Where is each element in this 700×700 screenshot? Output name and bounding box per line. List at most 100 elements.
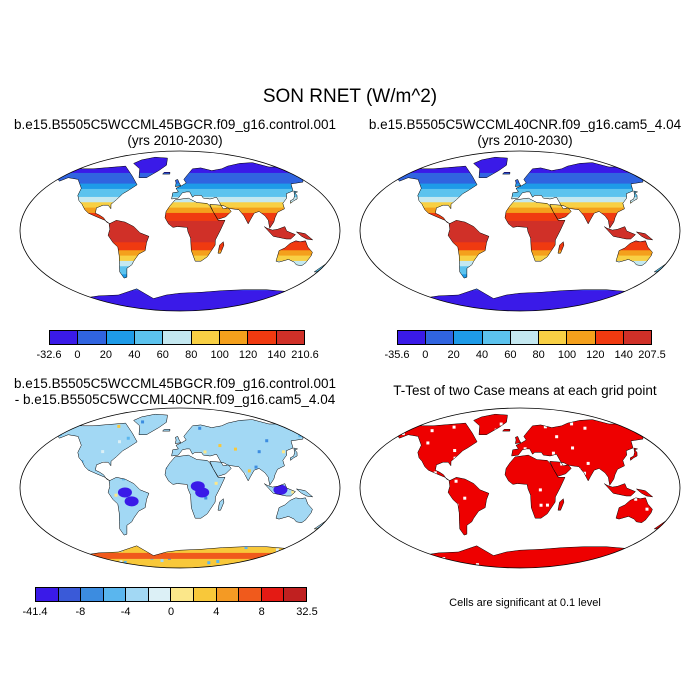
coastline-africa: [164, 454, 226, 519]
map-border: [19, 150, 341, 312]
colorbar-tick-label: 120: [586, 349, 605, 361]
colorbar-1: [49, 330, 305, 345]
coastline-newGuinea: [636, 231, 654, 241]
coastline-eurasia: [171, 419, 313, 486]
continent-iceland: [162, 429, 170, 432]
coastline-northAmerica: [56, 165, 138, 225]
map-panel-1: [19, 150, 341, 312]
colorbar-tick-label: -4: [120, 606, 131, 618]
colorbar-swatch: [78, 331, 107, 344]
continent-iceland: [502, 429, 510, 432]
colorbar-tick-label: 60: [504, 349, 517, 361]
colorbar-tick-label: 8: [258, 606, 265, 618]
panel-4-title-line-1: T-Test of two Case means at each grid po…: [393, 383, 657, 398]
coastline-greenland: [473, 156, 508, 178]
panel-3-title-line-2: - b.e15.B5505C5WCCML40CNR.f09_g16.cam5_4…: [14, 392, 336, 407]
map-border: [19, 407, 341, 569]
coastline-australia: [275, 497, 313, 523]
coastline-northAmerica: [56, 422, 138, 482]
coastline-newGuinea: [296, 488, 314, 498]
colorbar-swatch: [106, 331, 135, 344]
colorbar-tick-label: 40: [128, 349, 141, 361]
coastline-arabia: [549, 461, 572, 477]
coastline-southAmerica: [447, 477, 490, 536]
continent-iceland: [502, 172, 510, 175]
coastline-eurasia: [171, 162, 313, 229]
coastline-australia: [275, 240, 313, 266]
colorbar-tick-label: 32.5: [296, 606, 318, 618]
colorbar-tick-label: 210.6: [291, 349, 319, 361]
colorbar-tick-label: 60: [156, 349, 169, 361]
coastline-eurasia: [511, 419, 653, 486]
coastline-greenland: [473, 413, 508, 435]
colorbar-tick-label: 207.5: [638, 349, 666, 361]
coastline-northAmerica: [396, 422, 478, 482]
coastline-madagascar: [557, 241, 565, 254]
coastline-uk: [514, 179, 522, 187]
coastline-madagascar: [217, 241, 225, 254]
coastline-iceland: [162, 172, 171, 175]
colorbar-tick-label: -35.6: [384, 349, 410, 361]
colorbar-swatch: [248, 331, 277, 344]
colorbar-tick-label: 20: [99, 349, 112, 361]
coastline-africa: [164, 197, 226, 262]
panel-3-title-line-1: b.e15.B5505C5WCCML45BGCR.f09_g16.control…: [14, 376, 336, 391]
colorbar-swatch: [595, 331, 624, 344]
colorbar-swatch: [36, 588, 59, 601]
map-panel-4: [359, 407, 681, 569]
panel-2-title: b.e15.B5505C5WCCML40CNR.f09_g16.cam5_4.0…: [350, 117, 700, 149]
coastline-arabia: [209, 461, 232, 477]
continent-newGuinea: [296, 488, 313, 497]
colorbar-swatch: [623, 331, 651, 344]
coastline-indonesia: [604, 226, 636, 240]
colorbar-swatch: [261, 588, 285, 601]
colorbar-tick-label: -8: [75, 606, 86, 618]
colorbar-swatch: [276, 331, 304, 344]
colorbar-swatch: [50, 331, 79, 344]
coastline-madagascar: [217, 498, 225, 511]
coastline-southAmerica: [447, 220, 490, 279]
coastline-greenland: [133, 156, 168, 178]
colorbar-swatch: [539, 331, 568, 344]
coastline-iceland: [162, 429, 171, 432]
coastline-indonesia: [264, 483, 296, 497]
colorbar-tick-label: 20: [447, 349, 460, 361]
colorbar-swatch: [219, 331, 249, 344]
colorbar-swatch: [194, 588, 217, 601]
coastline-australia: [615, 240, 653, 266]
colorbar-tick-label: 4: [213, 606, 220, 618]
continent-madagascar: [218, 498, 224, 511]
continent-africa: [505, 198, 565, 262]
significance-note: Cells are significant at 0.1 level: [449, 597, 601, 609]
panel-3-title: b.e15.B5505C5WCCML45BGCR.f09_g16.control…: [0, 376, 350, 408]
panel-2-title-line-2: (yrs 2010-2030): [477, 133, 573, 148]
colorbar-2-labels: -35.6 0 20 40 60 80 100 120 140 207.5: [350, 349, 700, 363]
continent-iceland: [162, 172, 170, 175]
coastline-southAmerica: [107, 220, 150, 279]
colorbar-swatch: [126, 588, 149, 601]
colorbar-tick-label: -41.4: [22, 606, 48, 618]
coastline-indonesia: [264, 226, 296, 240]
coastline-japan: [290, 190, 299, 204]
coastline-africa: [504, 197, 566, 262]
coastline-greenland: [133, 413, 168, 435]
panel-1-title: b.e15.B5505C5WCCML45BGCR.f09_g16.control…: [0, 117, 350, 149]
colorbar-tick-label: 80: [532, 349, 545, 361]
continent-newGuinea: [636, 488, 653, 497]
colorbar-3: [35, 587, 307, 602]
colorbar-tick-label: 0: [422, 349, 429, 361]
colorbar-tick-label: 140: [267, 349, 286, 361]
colorbar-swatch: [216, 588, 240, 601]
colorbar-swatch: [163, 331, 192, 344]
map-panel-2: [359, 150, 681, 312]
coastline-madagascar: [557, 498, 565, 511]
coastline-northAmerica: [396, 165, 478, 225]
coastline-newGuinea: [296, 231, 314, 241]
colorbar-swatch: [239, 588, 262, 601]
colorbar-tick-label: 0: [167, 606, 175, 618]
colorbar-tick-label: 100: [210, 349, 229, 361]
colorbar-tick-label: 140: [614, 349, 633, 361]
coastline-africa: [504, 454, 566, 519]
continent-uk: [515, 436, 521, 444]
panel-4-title: T-Test of two Case means at each grid po…: [350, 383, 700, 399]
